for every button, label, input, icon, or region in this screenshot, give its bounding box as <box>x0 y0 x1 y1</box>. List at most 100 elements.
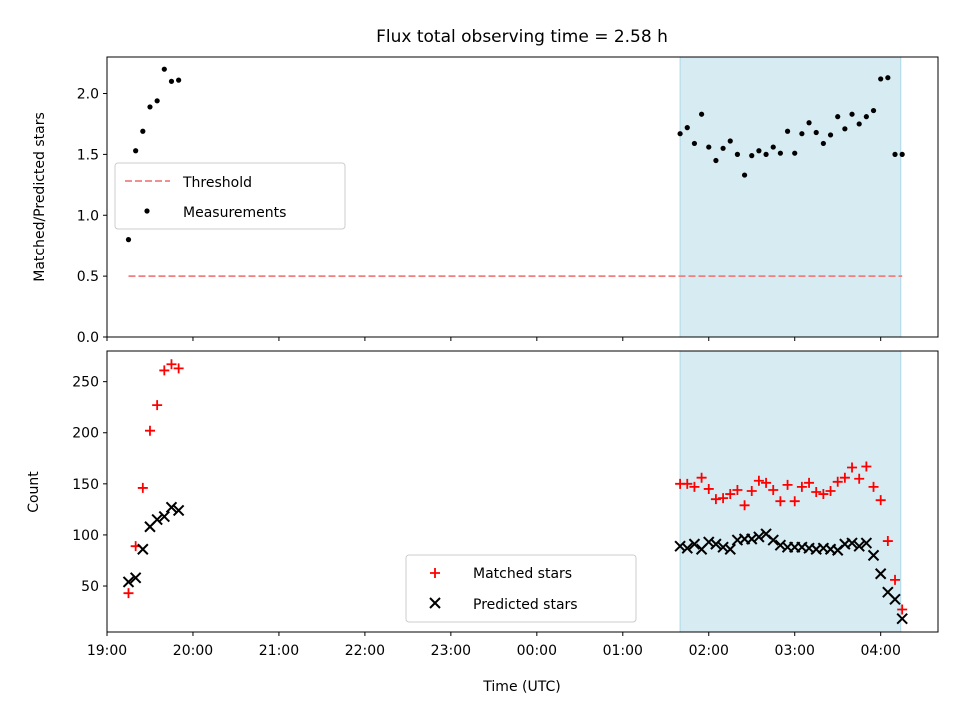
matched-star-marker <box>689 481 700 492</box>
legend-predicted-swatch <box>429 597 441 609</box>
measurement-point <box>698 111 705 117</box>
legend-measurements-label: Measurements <box>183 205 286 221</box>
matched-star-marker <box>782 479 793 490</box>
measurement-point <box>878 76 884 82</box>
matched-star-marker <box>818 489 829 500</box>
predicted-star-marker <box>753 531 765 543</box>
measurement-point <box>799 131 805 137</box>
x-tick-label: 23:00 <box>431 643 471 659</box>
measurement-point <box>820 140 826 147</box>
matched-star-marker <box>768 484 779 495</box>
x-tick-label: 20:00 <box>173 643 213 659</box>
measurement-point <box>154 98 160 104</box>
x-tick-label: 19:00 <box>87 643 127 659</box>
predicted-star-marker <box>860 537 873 549</box>
x-tick-label: 02:00 <box>689 643 729 659</box>
matched-star-marker <box>882 536 893 547</box>
x-tick-label: 22:00 <box>345 643 385 659</box>
matched-star-marker <box>847 462 858 473</box>
matched-star-marker <box>868 481 879 492</box>
x-axis-label: Time (UTC) <box>482 679 560 695</box>
bottom-legend <box>405 554 637 623</box>
x-tick-label: 01:00 <box>603 643 643 659</box>
bottom-y-tick-label: 250 <box>72 375 99 391</box>
bottom-observing-span <box>679 350 902 633</box>
matched-star-marker <box>796 481 807 492</box>
top-y-tick-label: 1.5 <box>77 147 99 163</box>
matched-star-marker <box>718 493 729 504</box>
measurement-point <box>792 150 798 156</box>
bottom-y-tick-label: 200 <box>72 426 99 442</box>
measurement-point <box>892 151 898 157</box>
measurement-point <box>684 125 690 131</box>
measurement-point <box>885 75 891 81</box>
matched-star-marker <box>861 461 872 472</box>
top-y-tick-label: 1.0 <box>77 208 99 224</box>
bottom-y-tick-label: 150 <box>72 477 99 493</box>
matched-star-marker <box>682 478 693 489</box>
measurement-point <box>856 121 862 127</box>
matched-star-marker <box>775 496 786 507</box>
predicted-star-marker <box>158 510 171 523</box>
measurement-point <box>727 138 733 144</box>
top-legend <box>114 162 346 230</box>
predicted-star-marker <box>688 538 701 550</box>
bottom-y-tick-label: 100 <box>72 528 99 544</box>
matched-star-marker <box>854 473 865 484</box>
measurement-point <box>741 172 748 178</box>
top-observing-span <box>679 56 902 338</box>
predicted-star-marker <box>122 576 135 588</box>
predicted-star-marker <box>867 549 880 562</box>
measurement-point <box>713 157 719 164</box>
predicted-star-marker <box>896 613 908 625</box>
top-y-tick-label: 0.0 <box>77 330 99 346</box>
plot-layer: 0.0 0.5 1.0 1.5 2.0 50 100 150 200 250 19:00 20:00 2… <box>72 56 939 659</box>
bottom-y-axis-label: Count <box>26 471 42 513</box>
measurement-point <box>125 237 132 243</box>
predicted-star-marker <box>710 538 722 550</box>
matched-star-marker <box>703 483 714 494</box>
matched-star-marker <box>159 365 170 376</box>
x-tick-label: 03:00 <box>775 643 815 659</box>
matched-star-marker <box>123 588 134 599</box>
legend-threshold-label: Threshold <box>182 175 252 191</box>
measurement-point <box>827 132 834 138</box>
matched-star-marker <box>166 359 177 370</box>
measurement-point <box>133 148 139 154</box>
predicted-star-marker <box>774 539 787 551</box>
measurement-point <box>677 131 683 137</box>
bottom-y-tick-label: 50 <box>81 579 99 595</box>
matched-star-marker <box>746 485 757 496</box>
predicted-star-marker <box>137 543 149 555</box>
measurement-point <box>899 151 905 157</box>
measurement-point <box>849 111 855 117</box>
x-tick-label: 00:00 <box>517 643 557 659</box>
predicted-star-marker <box>853 540 865 552</box>
predicted-star-marker <box>165 501 178 514</box>
measurement-point <box>176 77 182 83</box>
measurement-point <box>734 151 741 157</box>
x-tick-label: 21:00 <box>259 643 299 659</box>
matched-star-marker <box>739 500 750 511</box>
matched-star-marker <box>825 485 836 496</box>
matched-star-marker <box>137 482 148 493</box>
measurement-point <box>842 126 848 132</box>
measurement-point <box>140 128 146 134</box>
legend-matched-label: Matched stars <box>473 566 572 582</box>
measurement-point <box>835 114 841 120</box>
measurement-point <box>863 114 869 120</box>
measurement-point <box>784 128 791 134</box>
measurement-point <box>870 107 877 114</box>
matched-star-marker <box>710 494 721 505</box>
measurement-point <box>813 129 819 136</box>
measurement-point <box>756 148 762 154</box>
predicted-star-marker <box>724 543 736 555</box>
measurement-point <box>691 140 698 147</box>
matched-star-marker <box>832 476 843 487</box>
matched-star-marker <box>875 495 886 506</box>
matched-star-marker <box>761 477 772 488</box>
matched-star-marker <box>732 484 743 495</box>
legend-matched-swatch <box>430 568 440 578</box>
measurement-point <box>161 66 167 72</box>
